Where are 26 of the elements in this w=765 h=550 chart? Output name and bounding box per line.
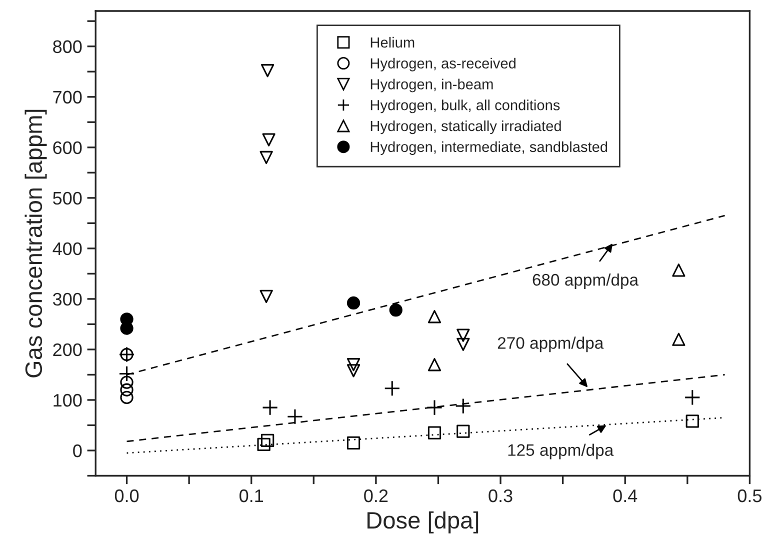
annotation: 270 appm/dpa (498, 336, 604, 352)
x-tick-label: 0.1 (240, 489, 264, 502)
legend-label: Hydrogen, as-received (370, 58, 516, 72)
annotation: 680 appm/dpa (532, 273, 639, 290)
y-tick-label: 300 (52, 292, 82, 306)
y-axis-title: Gas concentration [appm] (24, 110, 47, 378)
legend-label: Hydrogen, statically irradiated (370, 120, 561, 134)
y-tick-label: 500 (53, 192, 82, 205)
y-tick-label: 700 (53, 90, 82, 104)
x-axis-title: Dose [dpa] (368, 511, 478, 534)
x-tick-label: 0.0 (114, 489, 139, 502)
x-tick-label: 0.4 (613, 489, 638, 502)
legend-label: Hydrogen, in-beam (370, 78, 493, 92)
x-tick-label: 0.5 (738, 489, 762, 502)
y-tick-label: 800 (53, 40, 82, 54)
x-tick-label: 0.2 (364, 489, 388, 502)
legend-label: Hydrogen, intermediate, sandblasted (370, 141, 608, 155)
y-tick-label: 600 (53, 141, 82, 154)
legend-label: Hydrogen, bulk, all conditions (370, 100, 560, 114)
y-tick-label: 100 (54, 394, 82, 407)
y-tick-label: 400 (52, 242, 82, 256)
annotation: 125 appm/dpa (508, 444, 614, 460)
legend-label: Helium (370, 36, 414, 48)
y-tick-label: 0 (73, 444, 82, 458)
x-tick-label: 0.3 (488, 489, 512, 502)
y-tick-label: 200 (53, 343, 82, 356)
